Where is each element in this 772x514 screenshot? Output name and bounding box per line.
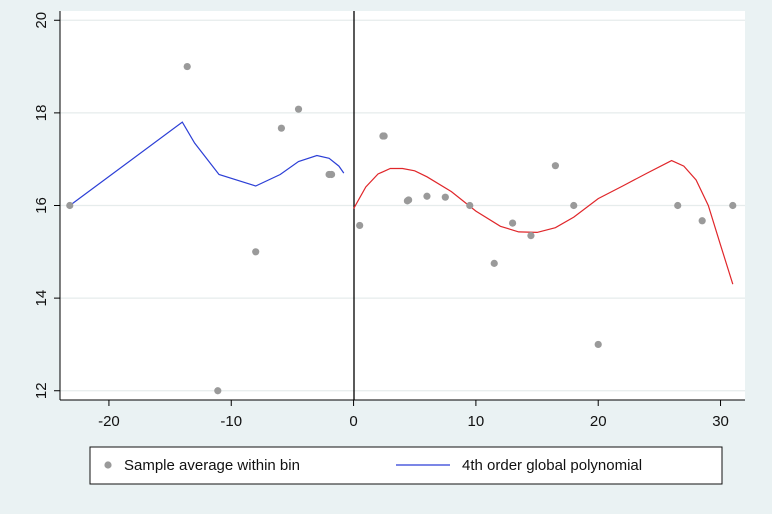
legend-label-fit: 4th order global polynomial	[462, 457, 642, 474]
y-tick-label: 18	[33, 105, 50, 122]
scatter-point	[508, 219, 517, 227]
scatter-point	[183, 62, 191, 71]
fit-line-left	[69, 121, 345, 206]
grid-lines	[60, 19, 745, 392]
scatter-point	[423, 192, 431, 200]
y-ticks: 12 14 16 18 20	[33, 12, 60, 399]
scatter-point	[252, 248, 260, 256]
legend-label-points: Sample average within bin	[124, 457, 300, 474]
scatter-point	[490, 259, 498, 267]
scatter-point	[441, 193, 449, 201]
scatter-point	[66, 201, 74, 210]
scatter-point	[277, 124, 286, 132]
scatter-point	[594, 340, 602, 349]
scatter-point	[527, 232, 535, 240]
scatter-point	[466, 201, 474, 210]
legend: Sample average within bin 4th order glob…	[89, 446, 723, 485]
scatter-point	[698, 217, 706, 225]
x-tick-label: -10	[220, 413, 242, 430]
scatter-point	[294, 105, 303, 113]
x-tick-label: 10	[468, 413, 485, 430]
fit-line-right	[353, 159, 734, 285]
scatter-point	[380, 132, 388, 140]
y-tick-label: 16	[33, 197, 50, 214]
x-tick-label: -20	[98, 413, 120, 430]
y-tick-label: 12	[33, 382, 50, 399]
scatter-point	[356, 221, 364, 230]
x-ticks: -20 -10 0 10 20 30	[98, 400, 729, 430]
y-tick-label: 14	[33, 290, 50, 307]
scatter-point	[551, 162, 560, 170]
scatter-point	[570, 201, 578, 210]
scatter-point	[405, 196, 413, 204]
x-tick-label: 0	[349, 413, 357, 430]
scatter-point	[327, 170, 336, 179]
scatter-point	[729, 201, 737, 210]
x-tick-label: 20	[590, 413, 607, 430]
scatter-point	[674, 201, 682, 210]
y-tick-label: 20	[33, 12, 50, 29]
scatter-points	[66, 62, 737, 395]
scatter-point	[214, 387, 222, 395]
x-tick-label: 30	[712, 413, 729, 430]
legend-marker-points	[104, 461, 112, 469]
